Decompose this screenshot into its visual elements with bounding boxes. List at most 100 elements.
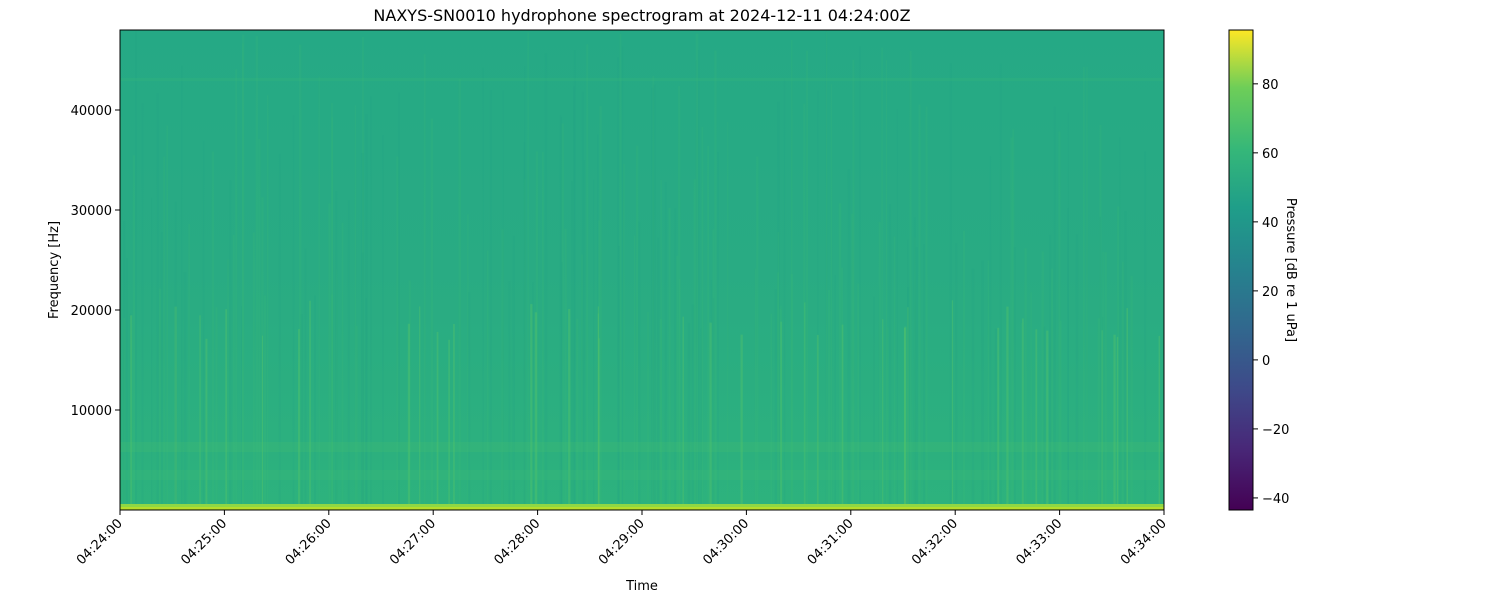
spectrogram-streak (754, 268, 757, 510)
spectrogram-streak (174, 306, 177, 510)
spectrogram-streak (803, 103, 806, 510)
spectrogram-streak (242, 43, 244, 511)
spectrogram-streak (583, 160, 586, 510)
spectrogram-streak (336, 269, 338, 510)
y-tick-label: 20000 (71, 304, 112, 319)
spectrogram-streak (1121, 261, 1124, 510)
spectrogram-streak (971, 268, 975, 510)
spectrogram-streak (227, 259, 229, 510)
spectrogram-streak (1104, 252, 1107, 510)
colorbar-tick-label: 80 (1262, 78, 1279, 93)
spectrogram-streak (1058, 131, 1061, 510)
x-tick-label: 04:29:00 (596, 516, 648, 568)
spectrogram-streak (707, 145, 709, 511)
spectrogram-streak (914, 237, 916, 510)
spectrogram-streak (852, 59, 855, 510)
spectrogram-streak (907, 307, 909, 510)
spectrogram-streak (559, 115, 562, 510)
spectrogram-streak (695, 33, 699, 511)
spectrogram-streak (804, 302, 806, 510)
spectrogram-streak (229, 180, 232, 511)
x-tick-label: 04:33:00 (1014, 516, 1066, 568)
spectrogram-streak (770, 313, 773, 510)
spectrogram-streak (962, 230, 965, 510)
spectrogram-streak (534, 312, 538, 510)
y-axis-label: Frequency [Hz] (47, 221, 62, 319)
x-tick-label: 04:28:00 (492, 516, 544, 568)
spectrogram-streak (909, 51, 912, 510)
spectrogram-streak (512, 235, 515, 511)
spectrogram-streak (783, 78, 786, 511)
spectrogram-streak (597, 306, 599, 510)
colorbar-tick-label: −40 (1262, 492, 1289, 507)
spectrogram-streak (841, 324, 844, 510)
spectrogram-streak (597, 313, 599, 510)
spectrogram-streak (1049, 234, 1052, 510)
spectrogram-streak (1144, 151, 1147, 510)
spectrogram-streak (398, 92, 400, 510)
spectrogram-streak (913, 217, 916, 510)
spectrogram-streak (365, 298, 367, 510)
spectrogram-streak (904, 326, 907, 510)
spectrogram-streak (598, 220, 600, 510)
spectrogram-streak (617, 57, 619, 511)
colorbar-tick-label: 0 (1262, 354, 1270, 369)
spectrogram-streak (691, 304, 695, 510)
spectrogram-streak (183, 272, 187, 510)
spectrogram-streak (166, 125, 168, 510)
spectrogram-streak (593, 179, 595, 510)
spectrogram-streak (304, 248, 307, 510)
spectrogram-streak (1059, 320, 1062, 510)
spectrogram-streak (361, 153, 364, 510)
spectrogram-streak (1119, 137, 1121, 511)
spectrogram-streak (486, 250, 489, 510)
x-axis-label: Time (625, 579, 658, 594)
spectrogram-streak (544, 53, 548, 511)
spectrogram-streak (232, 235, 235, 510)
spectrogram-streak (205, 338, 208, 510)
spectrogram-streak (542, 152, 544, 510)
spectrogram-streak (581, 91, 584, 511)
spectrogram-streak (780, 321, 783, 510)
spectrogram-streak (581, 254, 584, 510)
spectrogram-streak (1102, 317, 1104, 510)
spectrogram-streak (524, 179, 526, 511)
spectrogram-streak (235, 69, 238, 510)
spectrogram-streak (817, 90, 819, 511)
spectrogram-streak (1124, 211, 1127, 510)
spectrogram-streak (1050, 268, 1054, 510)
spectrogram-streak (1158, 335, 1161, 510)
spectrogram-streak (573, 86, 575, 511)
spectrogram-streak (453, 324, 455, 510)
spectrogram-streak (199, 315, 201, 510)
spectrogram-streak (1035, 329, 1038, 510)
spectrogram-streak (622, 46, 624, 510)
spectrogram-streak (618, 246, 620, 510)
spectrogram-streak (882, 319, 884, 510)
spectrogram-streak (242, 34, 245, 511)
spectrogram-streak (925, 106, 928, 511)
spectrogram-streak (561, 123, 564, 510)
spectrogram-streak (1053, 106, 1056, 510)
spectrogram-streak (674, 208, 677, 511)
spectrogram-streak (636, 145, 639, 510)
spectrogram-streak (838, 203, 842, 510)
spectrogram-streak (258, 138, 261, 511)
spectrogram-streak (714, 50, 717, 511)
spectrogram-streak (467, 214, 469, 510)
spectrogram-streak (830, 84, 833, 510)
spectrogram-streak (780, 305, 782, 510)
high-frequency-band (120, 78, 1164, 81)
spectrogram-streak (1043, 326, 1046, 510)
spectrogram-streak (160, 232, 163, 510)
spectrogram-streak (202, 140, 205, 510)
spectrogram-streak (1116, 336, 1119, 510)
spectrogram-streak (981, 260, 984, 510)
low-frequency-band (120, 507, 1164, 510)
spectrogram-streak (396, 156, 399, 510)
spectrogram-streak (687, 322, 691, 510)
spectrogram-streak (468, 292, 471, 510)
spectrogram-streak (989, 155, 992, 510)
spectrogram-streak (1010, 137, 1013, 510)
spectrogram-streak (407, 323, 410, 510)
